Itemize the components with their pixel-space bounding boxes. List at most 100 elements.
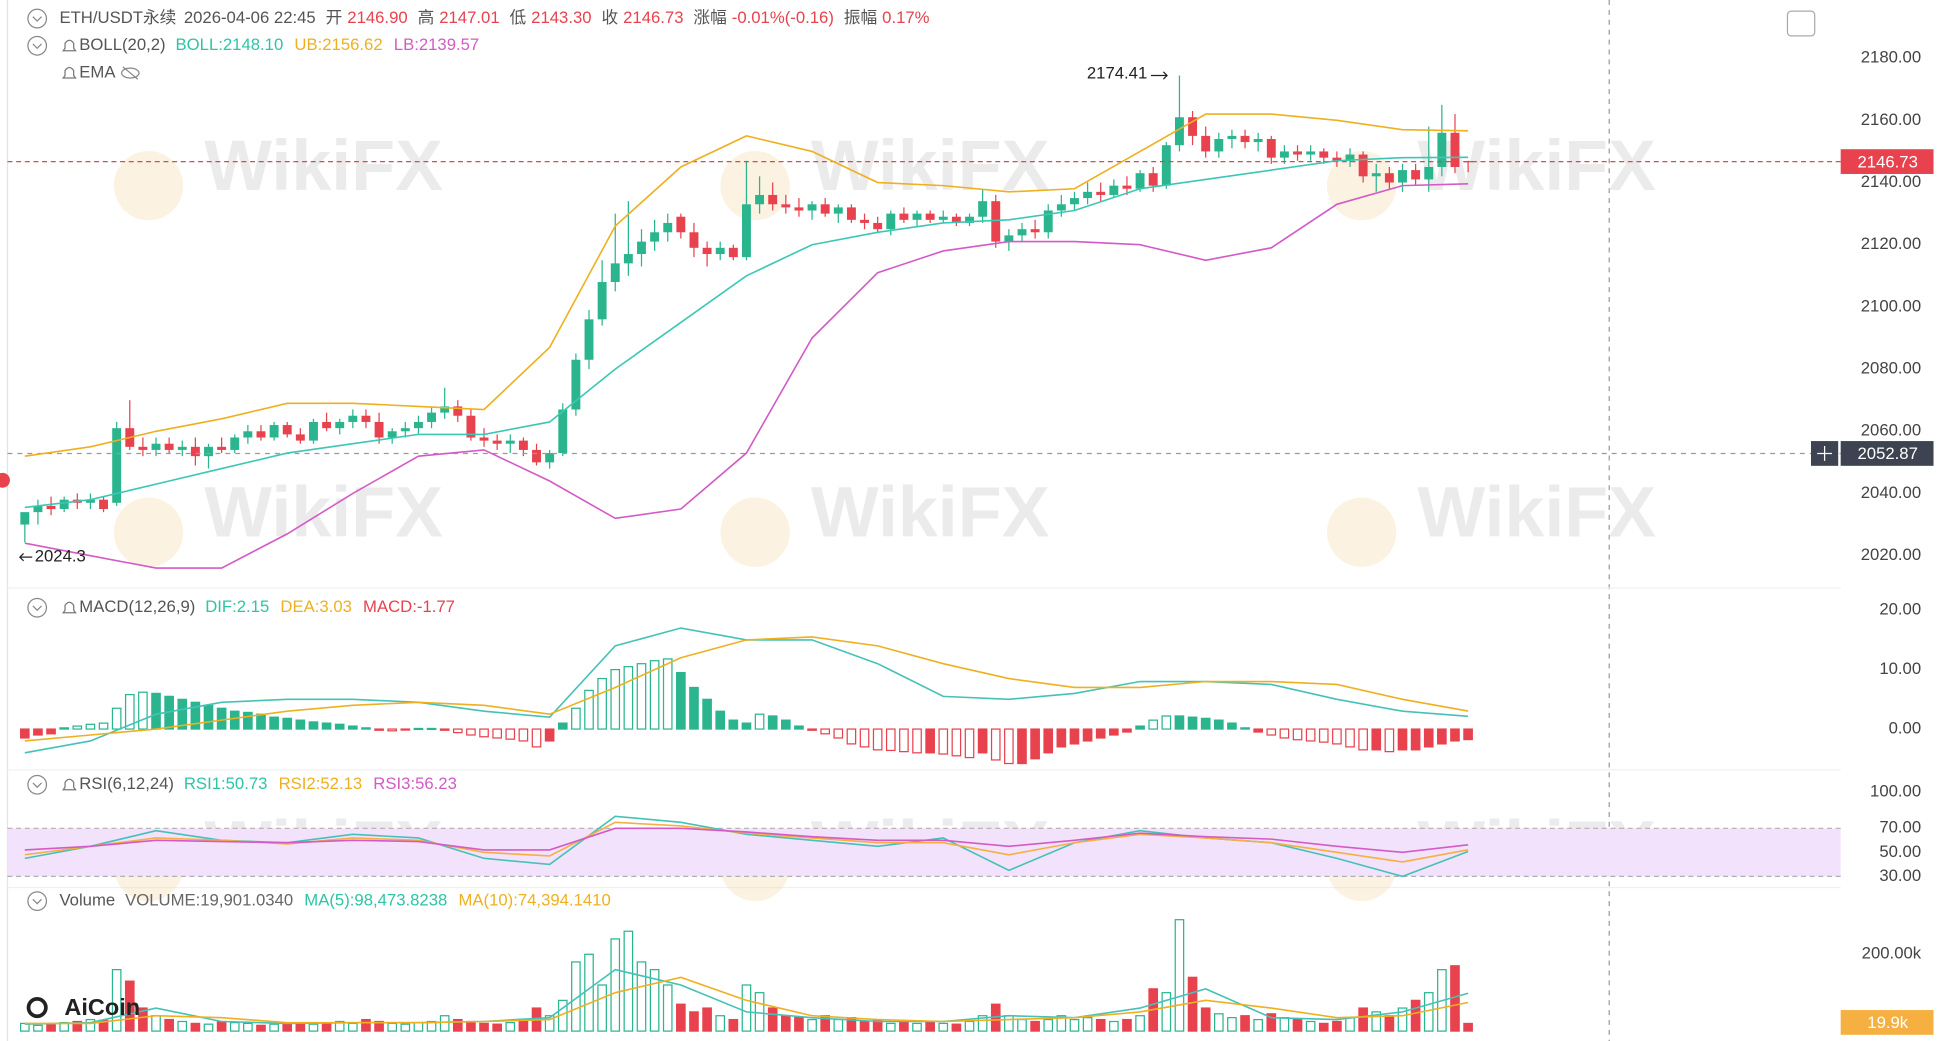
- macd-bar: [571, 707, 581, 730]
- macd-bar: [492, 728, 502, 739]
- macd-bar: [1450, 728, 1460, 742]
- logo: AiCoin: [64, 994, 140, 1020]
- macd-bar: [951, 728, 962, 757]
- legend-text: LB:2139.57: [394, 35, 479, 54]
- volume-bar: [925, 1022, 935, 1032]
- toggle-icon[interactable]: [27, 891, 48, 912]
- volume-bar: [584, 953, 594, 1032]
- macd-bar: [1397, 728, 1408, 751]
- macd-bar: [872, 728, 883, 751]
- candle-body: [768, 194, 778, 205]
- candle-body: [1371, 173, 1381, 177]
- macd-bar: [321, 722, 332, 730]
- candle-body: [164, 443, 174, 450]
- macd-bar: [1253, 728, 1263, 733]
- volume-bar: [1095, 1018, 1106, 1032]
- bell-icon[interactable]: [61, 39, 77, 52]
- volume-bar: [269, 1023, 279, 1032]
- macd-bar: [1305, 728, 1316, 742]
- macd-bar: [610, 669, 621, 730]
- candle-body: [309, 421, 318, 441]
- macd-bar: [885, 728, 896, 752]
- legend-text: 高: [418, 8, 435, 27]
- volume-bar: [899, 1020, 909, 1032]
- volume-bar: [452, 1018, 463, 1032]
- watermark-logo: [113, 497, 184, 567]
- y-tick-label: 50.00: [1879, 842, 1921, 861]
- candle-body: [886, 213, 896, 230]
- candle-body: [689, 232, 699, 248]
- legend-text: Volume: [59, 891, 115, 910]
- candle-body: [243, 431, 253, 438]
- macd-bar: [1148, 719, 1159, 730]
- hide-icon[interactable]: [121, 67, 140, 79]
- y-tick-label: 200.00k: [1862, 944, 1922, 963]
- macd-bar: [374, 728, 384, 731]
- candle-body: [505, 440, 515, 444]
- y-tick-label: 2100.00: [1861, 296, 1921, 315]
- macd-bar: [1187, 716, 1198, 730]
- toggle-icon[interactable]: [27, 774, 48, 795]
- candle-body: [650, 232, 660, 242]
- macd-bar: [295, 719, 306, 730]
- volume-bar: [623, 930, 634, 1032]
- expand-button[interactable]: [1786, 10, 1816, 37]
- volume-bar: [1056, 1015, 1067, 1032]
- macd-bar: [1109, 728, 1119, 736]
- volume-last-label: 19.9k: [1867, 1013, 1909, 1032]
- volume-bar: [676, 1003, 686, 1032]
- toggle-chevron: [32, 898, 42, 905]
- macd-bar: [846, 728, 857, 745]
- candle-body: [1056, 204, 1066, 211]
- volume-bar: [203, 1023, 214, 1032]
- volume-bar: [151, 1015, 161, 1032]
- volume-bar: [885, 1022, 896, 1032]
- macd-bar: [400, 728, 411, 731]
- toggle-icon[interactable]: [27, 35, 48, 56]
- macd-bar: [794, 725, 804, 730]
- candle-body: [1253, 138, 1263, 143]
- macd-bar: [216, 707, 227, 730]
- crosshair-plus: [1817, 446, 1833, 461]
- ui: ETH/USDT永续 2026-04-06 22:45 开 2146.90 高 2147.…: [18, 8, 1934, 1035]
- candle-body: [715, 247, 725, 255]
- volume-bar: [374, 1020, 384, 1032]
- volume-bar: [1161, 992, 1172, 1032]
- legend-text: 2143.30: [531, 8, 591, 27]
- volume-bar: [190, 1022, 201, 1032]
- volume-last-tag: [1840, 1010, 1934, 1035]
- candle-body: [676, 216, 686, 233]
- min-arrow: [18, 552, 33, 562]
- volume-bar: [256, 1024, 266, 1032]
- volume-bar: [164, 1018, 174, 1032]
- legend-text: 2147.01: [439, 8, 499, 27]
- toggle-chevron: [32, 16, 42, 22]
- bell-icon[interactable]: [61, 66, 77, 79]
- min-label: 2024.3: [35, 547, 86, 566]
- macd-bar: [780, 719, 791, 730]
- volume-bar: [308, 1023, 319, 1032]
- candle-body: [190, 446, 200, 457]
- macd-bar: [190, 701, 201, 730]
- macd-bar: [256, 713, 266, 730]
- legend-text: MACD:-1.77: [363, 597, 455, 616]
- macd-bar: [1318, 728, 1329, 743]
- y-tick-label: 30.00: [1879, 866, 1921, 885]
- legend-text: 收: [601, 8, 618, 27]
- bell-icon[interactable]: [61, 601, 77, 614]
- macd-bar: [1240, 727, 1250, 730]
- toggle-icon[interactable]: [27, 597, 48, 618]
- volume-bar: [702, 1007, 712, 1032]
- toggle-icon[interactable]: [27, 8, 48, 29]
- volume-bar: [1410, 999, 1421, 1032]
- volume-bar: [728, 1018, 739, 1032]
- macd-bar: [649, 660, 660, 730]
- volume-bar: [636, 961, 647, 1032]
- bell-icon[interactable]: [61, 778, 77, 791]
- macd-bar: [46, 728, 56, 735]
- legend-text: EMA: [79, 62, 116, 81]
- y-tick-label: 100.00: [1870, 782, 1921, 801]
- watermark: WikiFX: [204, 472, 443, 552]
- candle-body: [1135, 173, 1145, 189]
- macd-bar: [1135, 725, 1145, 730]
